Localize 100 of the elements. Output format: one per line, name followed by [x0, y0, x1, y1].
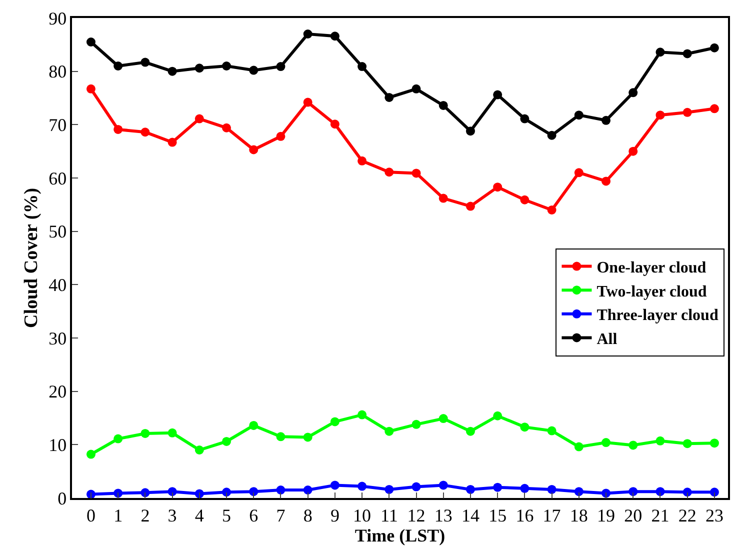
legend-label: Three-layer cloud	[596, 307, 718, 324]
point	[249, 66, 258, 75]
y-tick-label: 30	[48, 328, 67, 348]
x-tick-label: 10	[353, 505, 372, 526]
point	[682, 108, 692, 117]
point	[412, 84, 421, 94]
point	[330, 32, 340, 41]
point	[628, 440, 638, 450]
y-axis-title: Cloud Cover (%)	[21, 188, 42, 328]
point	[602, 438, 611, 448]
point	[303, 30, 312, 38]
point	[303, 432, 312, 442]
point	[330, 120, 340, 129]
point	[358, 410, 367, 420]
point	[194, 489, 204, 498]
x-tick-label: 6	[249, 505, 258, 526]
point	[384, 92, 394, 102]
point	[168, 138, 177, 147]
point	[303, 486, 312, 494]
point	[710, 438, 719, 448]
x-tick-label: 2	[140, 505, 150, 526]
x-tick-label: 5	[222, 505, 232, 526]
point	[358, 482, 367, 491]
point	[682, 488, 692, 497]
point	[330, 480, 340, 490]
point	[547, 130, 556, 140]
point	[574, 110, 584, 120]
x-tick-label: 20	[624, 505, 642, 526]
point	[140, 128, 150, 137]
x-tick-label: 1	[114, 505, 123, 526]
x-tick-label: 0	[86, 505, 96, 526]
x-tick-label: 19	[597, 505, 616, 526]
x-tick-label: 17	[542, 505, 561, 526]
point	[168, 428, 177, 438]
x-tick-label: 8	[303, 505, 312, 526]
legend-label: One-layer cloud	[596, 260, 706, 277]
point	[520, 422, 530, 432]
point	[140, 428, 150, 438]
point	[249, 487, 258, 496]
point	[547, 206, 556, 214]
y-tick-label: 80	[48, 62, 67, 82]
x-tick-label: 14	[461, 505, 480, 526]
point	[276, 62, 286, 72]
point	[656, 48, 665, 57]
point	[493, 482, 502, 492]
y-tick-label: 0	[58, 488, 67, 508]
point	[438, 100, 448, 110]
y-tick-label: 50	[48, 222, 67, 242]
point	[574, 442, 584, 452]
point	[86, 84, 96, 94]
point	[412, 482, 421, 492]
point	[602, 488, 611, 498]
point	[628, 487, 638, 496]
point	[710, 488, 719, 497]
point	[140, 58, 150, 67]
point	[114, 124, 123, 134]
point	[602, 116, 611, 125]
point	[303, 98, 312, 107]
point	[330, 417, 340, 426]
point	[276, 432, 286, 442]
point	[574, 487, 584, 496]
point	[547, 426, 556, 436]
point	[602, 176, 611, 186]
point	[358, 62, 367, 72]
x-tick-label: 4	[194, 505, 204, 526]
point	[194, 64, 204, 73]
point	[520, 195, 530, 204]
point	[710, 43, 719, 52]
point	[86, 490, 96, 498]
point	[656, 436, 665, 446]
x-tick-label: 13	[434, 505, 452, 526]
point	[384, 426, 394, 436]
point	[222, 62, 232, 70]
x-tick-label: 23	[705, 505, 724, 526]
point	[384, 484, 394, 494]
point	[656, 487, 665, 496]
point	[682, 439, 692, 448]
point	[520, 114, 530, 124]
point	[114, 434, 123, 444]
point	[628, 146, 638, 156]
x-tick-label: 21	[651, 505, 670, 526]
point	[168, 66, 177, 76]
point	[438, 194, 448, 203]
point	[466, 126, 475, 136]
y-tick-label: 40	[48, 274, 67, 295]
point	[276, 132, 286, 141]
point	[222, 488, 232, 497]
point	[682, 49, 692, 58]
point	[574, 168, 584, 178]
point	[86, 38, 96, 46]
x-tick-label: 7	[276, 505, 286, 526]
point	[656, 110, 665, 120]
point	[384, 168, 394, 177]
point	[114, 488, 123, 498]
x-tick-label: 16	[516, 505, 534, 526]
point	[493, 90, 502, 100]
y-tick-label: 60	[48, 168, 67, 188]
x-axis-title: Time (LST)	[354, 525, 446, 546]
legend-label: All	[596, 330, 618, 348]
point	[249, 420, 258, 430]
